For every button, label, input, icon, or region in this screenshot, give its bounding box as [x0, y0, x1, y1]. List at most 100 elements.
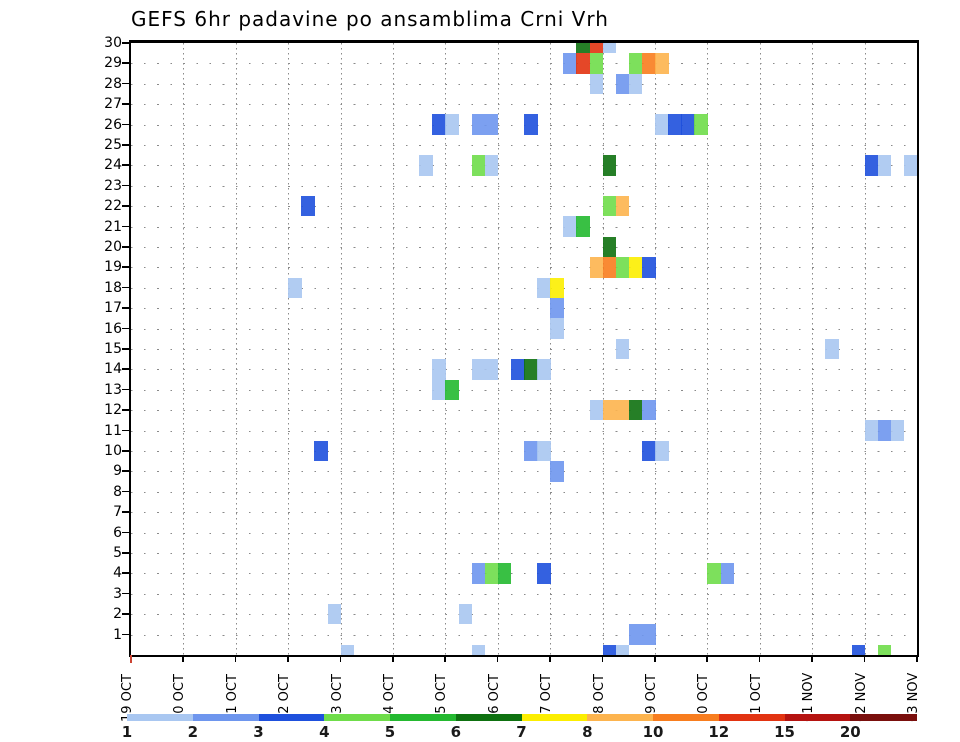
precip-cell: [537, 359, 551, 380]
y-tick-label: 13: [104, 381, 122, 398]
x-tick-label: 31 OCT: [748, 674, 764, 722]
precip-cell: [602, 196, 617, 217]
precip-cell: [628, 53, 643, 74]
precip-cell: [890, 420, 905, 441]
x-tick: [444, 655, 446, 662]
precip-cell: [537, 277, 551, 298]
member-gridline: [131, 206, 917, 208]
precip-cell: [602, 644, 617, 655]
precip-cell: [628, 400, 643, 421]
x-tick-label: 22 OCT: [277, 674, 293, 722]
colorbar-segment: [850, 714, 917, 721]
x-tick-label: 21 OCT: [224, 674, 240, 722]
y-tick: [122, 246, 129, 248]
member-gridline: [131, 308, 917, 310]
y-tick-label: 19: [104, 259, 122, 276]
colorbar-segment: [192, 714, 260, 721]
y-tick-label: 1: [113, 626, 122, 643]
member-gridline: [131, 389, 917, 391]
y-tick-label: 27: [104, 96, 122, 113]
x-tick-label: 03 NOV: [906, 672, 921, 722]
x-tick-label: 19 OCT: [120, 674, 135, 722]
x-tick-label: 20 OCT: [172, 674, 188, 722]
colorbar-tick-label: 3: [253, 723, 264, 741]
y-tick: [122, 327, 129, 330]
precip-cell: [641, 400, 656, 421]
y-tick: [122, 450, 129, 452]
precip-cell: [851, 644, 866, 655]
precip-cell: [550, 461, 564, 482]
y-tick: [122, 613, 129, 615]
precip-cell: [602, 155, 617, 176]
precip-cell: [589, 257, 604, 278]
y-tick-label: 4: [113, 565, 122, 582]
y-tick-label: 17: [104, 300, 122, 317]
y-tick: [122, 62, 129, 64]
colorbar-segment: [390, 714, 457, 721]
precip-cell: [602, 400, 617, 421]
y-tick: [122, 429, 129, 432]
precip-cell: [471, 563, 486, 584]
member-gridline: [131, 63, 917, 65]
precip-cell: [641, 257, 656, 278]
y-tick: [122, 82, 129, 85]
x-tick: [916, 655, 918, 662]
y-tick-label: 23: [104, 177, 122, 194]
x-tick-label: 27 OCT: [539, 674, 555, 722]
colorbar: [127, 714, 917, 721]
y-tick: [122, 572, 129, 574]
x-tick: [339, 655, 342, 662]
precip-cell: [432, 359, 446, 380]
precip-cell: [432, 379, 446, 400]
precip-cell: [615, 257, 630, 278]
member-gridline: [131, 471, 917, 473]
precip-cell: [628, 257, 643, 278]
y-tick-label: 7: [113, 504, 122, 521]
precip-cell: [681, 114, 695, 135]
precip-cell: [641, 53, 656, 74]
x-tick-label: 02 NOV: [853, 672, 869, 722]
y-tick: [122, 388, 129, 391]
member-gridline: [131, 410, 917, 412]
member-gridline: [131, 226, 917, 228]
colorbar-segment: [521, 714, 588, 721]
y-tick-label: 18: [104, 279, 122, 296]
precip-cell: [484, 114, 499, 135]
x-tick: [601, 655, 604, 662]
y-tick-label: 11: [104, 422, 122, 439]
x-tick: [234, 655, 237, 662]
x-tick: [392, 655, 394, 662]
precip-cell: [550, 318, 564, 339]
y-tick: [122, 348, 129, 350]
x-tick: [496, 655, 499, 662]
precip-cell: [471, 644, 486, 655]
x-tick-label: 25 OCT: [434, 674, 450, 722]
precip-cell: [655, 53, 669, 74]
x-tick-label: 28 OCT: [591, 674, 607, 722]
y-tick: [122, 368, 129, 370]
colorbar-tick-label: 20: [839, 723, 861, 741]
precip-cell: [327, 604, 342, 625]
precip-cell: [445, 379, 460, 400]
precip-cell: [615, 644, 630, 655]
x-tick: [811, 655, 813, 662]
precip-cell: [288, 277, 302, 298]
y-tick-label: 20: [104, 239, 122, 255]
precip-cell: [655, 440, 669, 462]
precip-cell: [510, 359, 525, 380]
precip-cell: [445, 114, 460, 135]
y-tick: [122, 286, 129, 289]
colorbar-segment: [127, 714, 194, 721]
chart-title: GEFS 6hr padavine po ansamblima Crni Vrh: [131, 7, 609, 31]
y-tick-label: 8: [113, 483, 122, 500]
precip-cell: [537, 563, 551, 584]
member-gridline: [131, 328, 917, 330]
y-tick: [122, 633, 129, 636]
precip-cell: [576, 216, 591, 237]
precip-cell: [484, 563, 499, 584]
precip-cell: [550, 298, 564, 319]
y-tick-label: 9: [113, 463, 122, 480]
x-tick: [182, 655, 184, 662]
member-gridline: [131, 145, 917, 146]
